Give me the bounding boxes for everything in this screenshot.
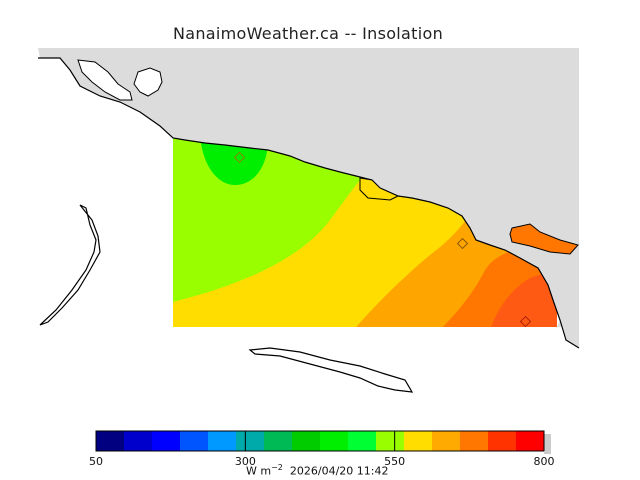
colorbar-swatch bbox=[320, 431, 349, 451]
colorbar-tick-label: 800 bbox=[533, 455, 555, 468]
units-text: W m bbox=[246, 464, 272, 478]
colorbar-tick-label: 300 bbox=[234, 455, 256, 468]
west-island-coast bbox=[39, 204, 101, 326]
island-north-small bbox=[133, 67, 163, 97]
colorbar-swatch bbox=[292, 431, 321, 451]
colorbar-swatch bbox=[432, 431, 461, 451]
colorbar-tick-label: 550 bbox=[384, 455, 406, 468]
mainland-coastline bbox=[38, 57, 580, 349]
colorbar-swatch bbox=[376, 431, 405, 451]
map-title: NanaimoWeather.ca -- Insolation bbox=[172, 24, 444, 43]
units-exponent: −2 bbox=[271, 463, 283, 472]
units-timestamp-label: W m−2 2026/04/20 11:42 bbox=[246, 463, 389, 478]
colorbar bbox=[95, 430, 551, 454]
colorbar-tick-label: 50 bbox=[89, 455, 103, 468]
station-mid bbox=[456, 237, 469, 250]
mainland-overlay bbox=[173, 48, 579, 327]
station-west bbox=[233, 151, 246, 164]
peninsula-mid bbox=[359, 177, 400, 201]
colorbar-swatch bbox=[152, 431, 181, 451]
timestamp-text: 2026/04/20 11:42 bbox=[289, 464, 389, 478]
colorbar-swatch bbox=[348, 431, 377, 451]
colorbar-swatch bbox=[460, 431, 489, 451]
colorbar-swatch bbox=[516, 431, 545, 451]
south-island bbox=[248, 347, 414, 393]
colorbar-swatch bbox=[264, 431, 293, 451]
colorbar-swatch bbox=[96, 431, 125, 451]
colorbar-swatch bbox=[488, 431, 517, 451]
colorbar-swatch bbox=[236, 431, 265, 451]
station-east bbox=[519, 315, 532, 328]
colorbar-swatch bbox=[208, 431, 237, 451]
island-north bbox=[77, 59, 133, 101]
zone-red bbox=[491, 273, 557, 327]
peninsula-east bbox=[509, 223, 579, 255]
colorbar-shadow bbox=[544, 434, 551, 454]
colorbar-swatch bbox=[124, 431, 153, 451]
colorbar-swatch bbox=[180, 431, 209, 451]
colorbar-swatch bbox=[404, 431, 433, 451]
